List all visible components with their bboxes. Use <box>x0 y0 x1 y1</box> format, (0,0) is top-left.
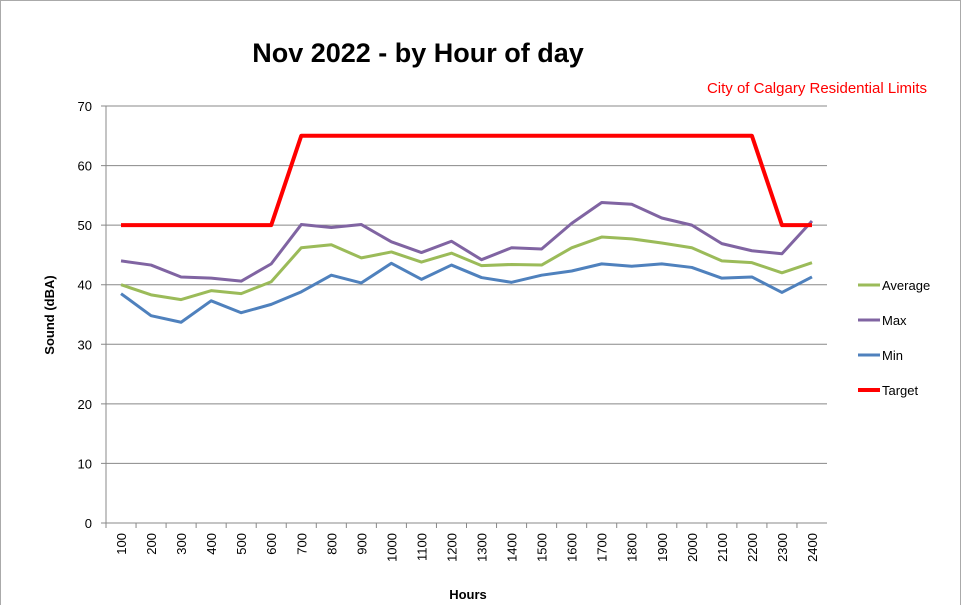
x-tick-label: 700 <box>294 533 309 555</box>
x-tick-label: 500 <box>234 533 249 555</box>
series-line <box>120 261 813 324</box>
y-tick-label: 50 <box>78 218 92 233</box>
x-tick-label: 2100 <box>715 533 730 562</box>
x-tick-label: 1100 <box>414 533 429 561</box>
x-tick-label: 2300 <box>775 533 790 562</box>
x-tick-label: 1700 <box>595 533 610 562</box>
x-tick-label: 100 <box>114 533 129 555</box>
series-line <box>120 201 814 283</box>
series-line <box>120 235 813 302</box>
x-tick-label: 1900 <box>655 533 670 562</box>
y-tick-label: 10 <box>78 456 92 471</box>
x-tick-label: 2200 <box>745 533 760 562</box>
x-tick-label: 1300 <box>475 533 490 562</box>
legend-label: Min <box>882 348 903 363</box>
y-tick-label: 70 <box>78 99 92 114</box>
x-tick-label: 800 <box>324 533 339 555</box>
x-tick-label: 1800 <box>625 533 640 562</box>
annotation: City of Calgary Residential Limits <box>707 80 927 97</box>
x-tick-label: 200 <box>144 533 159 555</box>
legend-label: Max <box>882 313 907 328</box>
y-tick-label: 30 <box>78 337 92 352</box>
x-tick-label: 600 <box>264 533 279 555</box>
legend-label: Average <box>882 278 930 293</box>
x-tick-label: 900 <box>354 533 369 555</box>
y-tick-label: 60 <box>78 159 92 174</box>
x-tick-label: 1000 <box>384 533 399 562</box>
y-axis-label: Sound (dBA) <box>42 275 57 354</box>
y-tick-label: 20 <box>78 397 92 412</box>
y-tick-label: 40 <box>78 278 92 293</box>
x-tick-label: 400 <box>204 533 219 555</box>
chart-title: Nov 2022 - by Hour of day <box>252 38 584 68</box>
x-tick-label: 2000 <box>685 533 700 562</box>
x-tick-label: 1500 <box>535 533 550 562</box>
x-axis-label: Hours <box>449 587 487 602</box>
x-tick-label: 300 <box>174 533 189 555</box>
x-tick-label: 2400 <box>805 533 820 562</box>
legend-label: Target <box>882 383 919 398</box>
x-tick-label: 1400 <box>505 533 520 562</box>
series-line <box>121 133 812 228</box>
y-tick-label: 0 <box>85 516 92 531</box>
x-tick-label: 1200 <box>444 533 459 562</box>
x-tick-label: 1600 <box>565 533 580 562</box>
